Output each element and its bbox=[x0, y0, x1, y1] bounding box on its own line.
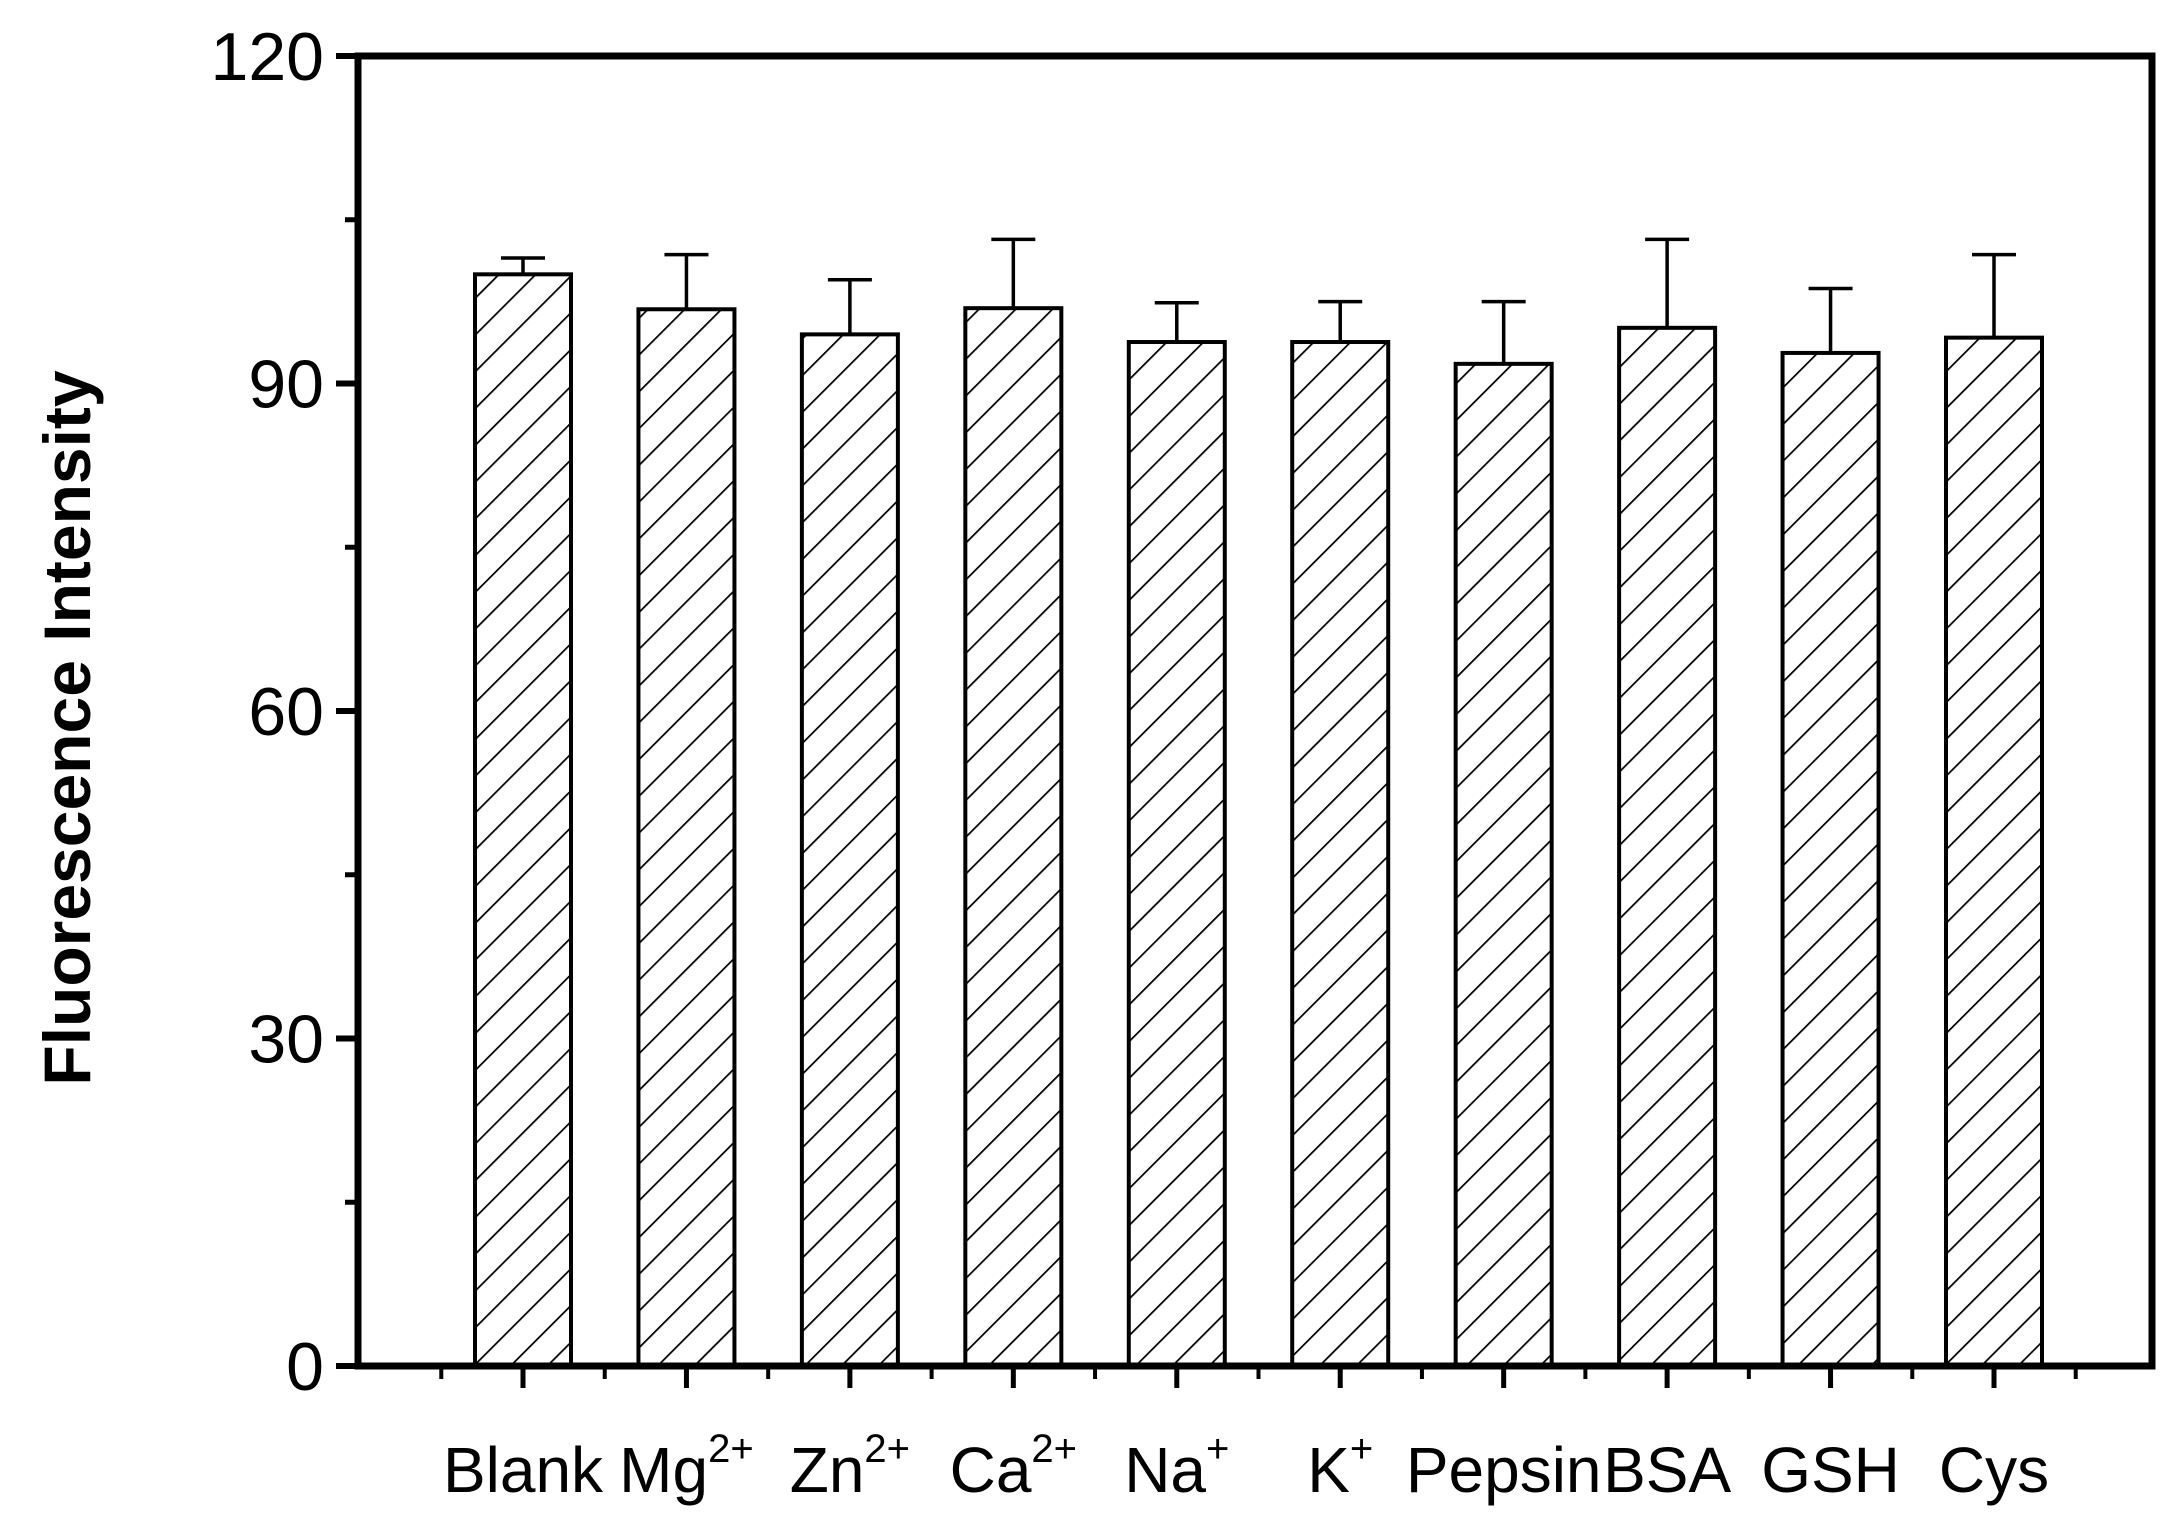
bar-ca2 bbox=[963, 306, 1064, 1368]
x-tick-label: Blank bbox=[443, 1434, 604, 1506]
bar-k bbox=[1290, 340, 1391, 1368]
bar-zn2 bbox=[799, 332, 900, 1368]
error-bar-mg2 bbox=[664, 252, 709, 310]
x-tick-label: K+ bbox=[1307, 1427, 1373, 1506]
bar-mg2 bbox=[636, 307, 737, 1368]
y-tick-label: 120 bbox=[211, 19, 324, 95]
x-tick-label: Pepsin bbox=[1406, 1434, 1602, 1506]
plot-frame bbox=[354, 52, 2156, 1370]
bar-pepsin bbox=[1453, 361, 1554, 1369]
y-tick-label: 90 bbox=[248, 347, 324, 423]
y-axis-title: Fluorescence Intensity bbox=[30, 370, 104, 1086]
y-tick-label: 0 bbox=[286, 1329, 324, 1405]
x-tick-label: BSA bbox=[1603, 1434, 1731, 1506]
axes-layer bbox=[336, 52, 2156, 1388]
x-tick-label: Na+ bbox=[1124, 1427, 1229, 1506]
bar-cys bbox=[1944, 335, 2044, 1368]
x-tick-label: Ca2+ bbox=[950, 1427, 1077, 1506]
bar-na bbox=[1126, 340, 1227, 1368]
bar-gsh bbox=[1780, 350, 1881, 1368]
error-bar-cys bbox=[1972, 252, 2016, 338]
error-bar-pepsin bbox=[1481, 299, 1526, 364]
y-tick-label: 60 bbox=[248, 674, 324, 750]
x-tick-label: Cys bbox=[1939, 1434, 2049, 1506]
error-bars-layer bbox=[501, 237, 2016, 364]
y-tick-label: 30 bbox=[248, 1002, 324, 1078]
x-tick-label: Zn2+ bbox=[790, 1427, 910, 1506]
error-bar-ca2 bbox=[991, 237, 1036, 309]
error-bar-zn2 bbox=[827, 278, 872, 335]
labels-layer: 0 30 60 90 120 Blank Mg2+ Zn2+ Ca2+ Na+ K+ Pepsin BS… bbox=[211, 19, 2050, 1506]
x-tick-label: Mg2+ bbox=[619, 1427, 754, 1506]
error-bar-gsh bbox=[1808, 286, 1853, 353]
bars-layer bbox=[473, 272, 2044, 1369]
bar-bsa bbox=[1617, 325, 1718, 1369]
error-bar-na bbox=[1154, 300, 1199, 343]
error-bar-blank bbox=[501, 256, 545, 275]
error-bar-bsa bbox=[1645, 237, 1690, 328]
error-bar-k bbox=[1318, 299, 1363, 343]
x-tick-label: GSH bbox=[1761, 1434, 1900, 1506]
bar-blank bbox=[473, 272, 573, 1368]
